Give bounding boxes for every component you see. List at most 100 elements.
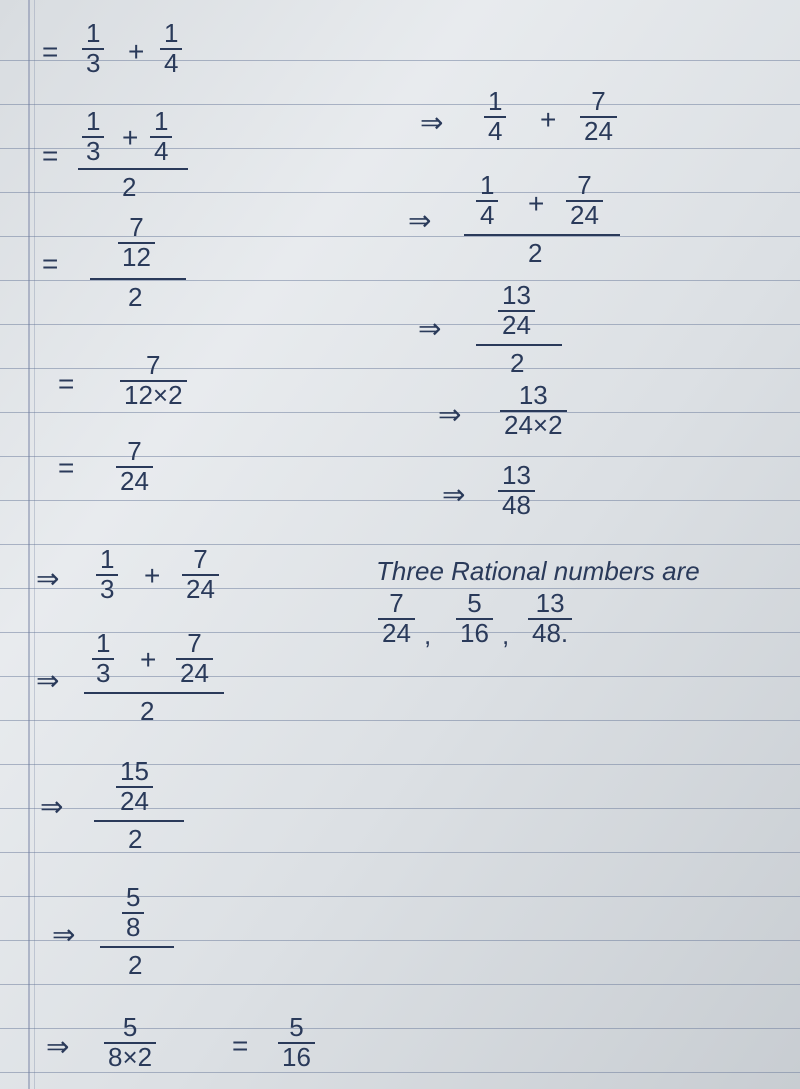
arrow-sign: ⇒ [442,478,465,511]
denominator: 16 [456,618,493,646]
denominator: 3 [92,658,114,686]
denominator: 12 [118,242,155,270]
numerator: 7 [142,352,164,378]
fraction: 13 48 [498,462,535,518]
denominator: 24 [116,466,153,494]
fraction-bar [464,234,620,236]
fraction: 1 3 [82,20,104,76]
equals-sign: = [58,452,74,484]
fraction: 5 8×2 [104,1014,156,1070]
big-denominator: 2 [128,282,142,313]
arrow-sign: ⇒ [418,312,441,345]
arrow-sign: ⇒ [408,204,431,237]
fraction: 1 4 [150,108,172,164]
arrow-sign: ⇒ [40,790,63,823]
big-denominator: 2 [140,696,154,727]
denominator: 24×2 [500,410,567,438]
numerator: 5 [463,590,485,616]
fraction: 15 24 [116,758,153,814]
fraction: 1 4 [476,172,498,228]
numerator: 13 [532,590,569,616]
comma: , [502,620,509,651]
answer-fraction: 5 16 [456,590,493,646]
arrow-sign: ⇒ [52,918,75,951]
fraction: 7 24 [566,172,603,228]
arrow-sign: ⇒ [420,106,443,139]
denominator: 3 [82,48,104,76]
fraction: 7 24 [116,438,153,494]
fraction-bar [476,344,562,346]
numerator: 13 [498,462,535,488]
big-denominator: 2 [128,824,142,855]
denominator: 24 [498,310,535,338]
denominator: 48 [498,490,535,518]
numerator: 7 [587,88,609,114]
numerator: 1 [82,20,104,46]
plus-sign: + [122,122,138,154]
fraction: 5 16 [278,1014,315,1070]
fraction: 5 8 [122,884,144,940]
denominator: 4 [476,200,498,228]
denominator: 24 [566,200,603,228]
big-denominator: 2 [122,172,136,203]
fraction: 1 3 [92,630,114,686]
denominator: 8 [122,912,144,940]
numerator: 7 [189,546,211,572]
arrow-sign: ⇒ [46,1030,69,1063]
denominator: 48. [528,618,572,646]
denominator: 3 [96,574,118,602]
arrow-sign: ⇒ [438,398,461,431]
numerator: 7 [123,438,145,464]
plus-sign: + [540,104,556,136]
equals-sign: = [58,368,74,400]
fraction: 13 24 [498,282,535,338]
denominator: 24 [176,658,213,686]
fraction-bar [90,278,186,280]
numerator: 7 [183,630,205,656]
comma: , [424,620,431,651]
fraction: 1 4 [160,20,182,76]
fraction: 1 3 [82,108,104,164]
big-denominator: 2 [510,348,524,379]
numerator: 1 [92,630,114,656]
numerator: 5 [122,884,144,910]
answer-fraction: 13 48. [528,590,572,646]
numerator: 1 [160,20,182,46]
denominator: 3 [82,136,104,164]
denominator: 4 [160,48,182,76]
equals-sign: = [232,1030,248,1062]
answer-fraction: 7 24 [378,590,415,646]
denominator: 8×2 [104,1042,156,1070]
equals-sign: = [42,248,58,280]
plus-sign: + [140,644,156,676]
numerator: 7 [385,590,407,616]
fraction-bar [84,692,224,694]
denominator: 4 [150,136,172,164]
denominator: 24 [116,786,153,814]
equals-sign: = [42,36,58,68]
fraction: 7 24 [176,630,213,686]
fraction-bar [78,168,188,170]
numerator: 13 [515,382,552,408]
fraction: 7 12×2 [120,352,187,408]
conclusion-text: Three Rational numbers are [376,556,700,587]
numerator: 1 [82,108,104,134]
fraction: 7 12 [118,214,155,270]
numerator: 1 [96,546,118,572]
plus-sign: + [144,560,160,592]
fraction: 7 24 [182,546,219,602]
fraction: 7 24 [580,88,617,144]
fraction-bar [100,946,174,948]
plus-sign: + [528,188,544,220]
arrow-sign: ⇒ [36,562,59,595]
fraction: 13 24×2 [500,382,567,438]
arrow-sign: ⇒ [36,664,59,697]
numerator: 1 [476,172,498,198]
numerator: 1 [150,108,172,134]
denominator: 16 [278,1042,315,1070]
equals-sign: = [42,140,58,172]
numerator: 15 [116,758,153,784]
denominator: 12×2 [120,380,187,408]
denominator: 4 [484,116,506,144]
fraction: 1 3 [96,546,118,602]
